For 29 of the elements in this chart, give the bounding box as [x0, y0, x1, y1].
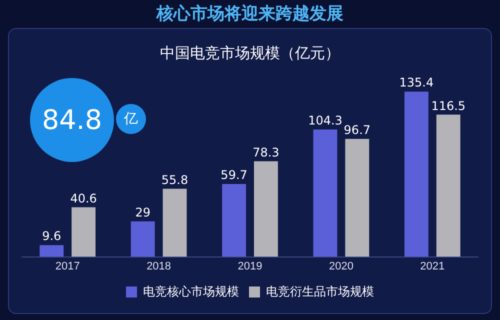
data-label: 96.7: [344, 122, 371, 137]
chart-subtitle: 中国电竞市场规模（亿元）: [159, 44, 341, 63]
data-label: 104.3: [308, 114, 342, 128]
data-label: 135.4: [399, 76, 434, 90]
x-tick-label: 2020: [328, 260, 354, 272]
bar: [72, 207, 96, 257]
legend-label: 电竞核心市场规模: [143, 284, 239, 298]
bar: [404, 92, 428, 257]
bar: [162, 188, 187, 257]
bar: [222, 184, 246, 257]
data-label: 40.6: [70, 191, 97, 206]
x-tick-label: 2021: [420, 260, 445, 272]
data-label: 116.5: [431, 98, 466, 113]
data-label: 59.7: [220, 168, 248, 182]
data-label: 55.8: [161, 172, 188, 187]
bar: [254, 161, 278, 257]
x-tick-label: 2017: [55, 260, 80, 272]
data-label: 9.6: [42, 229, 62, 244]
bar: [130, 221, 155, 257]
bar: [345, 138, 370, 257]
x-tick-label: 2018: [146, 260, 172, 272]
bar: [40, 245, 64, 257]
chart-title: 核心市场将迎来跨越发展: [155, 3, 344, 25]
legend-label: 电竞衍生品市场规模: [266, 284, 374, 298]
bar: [313, 130, 338, 257]
bar: [436, 114, 460, 257]
data-label: 29: [135, 206, 150, 220]
x-tick-label: 2019: [238, 260, 262, 272]
data-label: 78.3: [252, 145, 280, 160]
